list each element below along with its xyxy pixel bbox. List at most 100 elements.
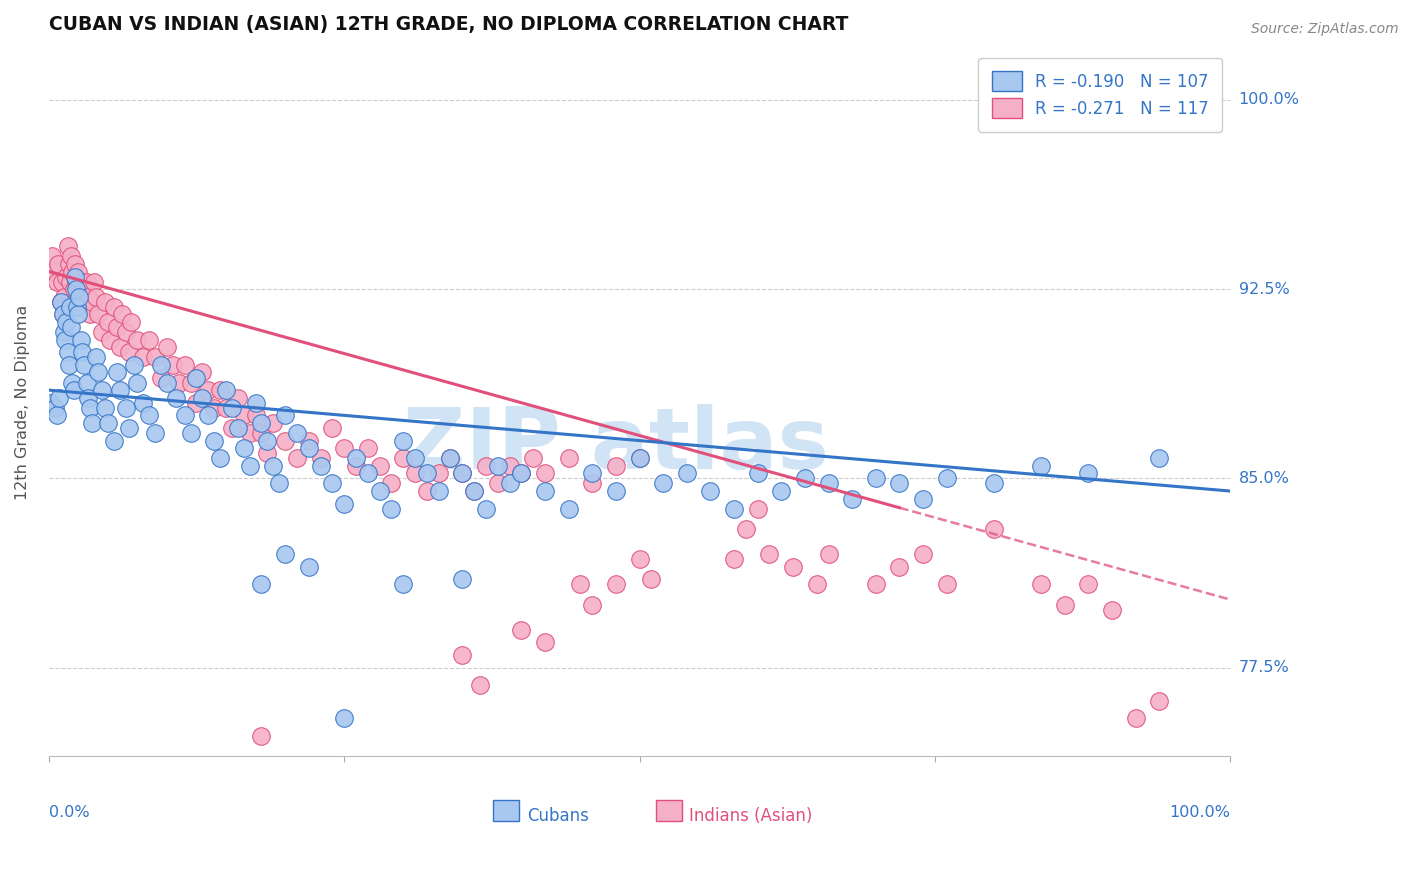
Point: [439, 451, 461, 466]
Point: [380, 501, 402, 516]
Point: [180, 376, 202, 390]
Text: CUBAN VS INDIAN (ASIAN) 12TH GRADE, NO DIPLOMA CORRELATION CHART: CUBAN VS INDIAN (ASIAN) 12TH GRADE, NO D…: [49, 15, 848, 34]
Point: [150, 370, 173, 384]
Point: [202, 434, 225, 448]
Point: [451, 467, 474, 481]
FancyBboxPatch shape: [494, 800, 519, 821]
Point: [889, 476, 911, 491]
Point: [76, 391, 98, 405]
Point: [52, 307, 75, 321]
Point: [56, 345, 79, 359]
Point: [404, 467, 426, 481]
Point: [97, 315, 120, 329]
Point: [114, 401, 136, 415]
Point: [46, 409, 69, 423]
Point: [817, 476, 839, 491]
Point: [498, 476, 520, 491]
Point: [357, 441, 380, 455]
Point: [186, 395, 208, 409]
Point: [793, 471, 815, 485]
Point: [935, 577, 957, 591]
Point: [245, 409, 267, 423]
Point: [510, 467, 533, 481]
Point: [58, 358, 80, 372]
Point: [127, 333, 149, 347]
Point: [202, 401, 225, 415]
Point: [1031, 577, 1053, 591]
Point: [605, 577, 627, 591]
Point: [468, 678, 491, 692]
Point: [262, 416, 284, 430]
Point: [912, 491, 935, 506]
Point: [82, 416, 104, 430]
Point: [357, 467, 380, 481]
Point: [180, 425, 202, 440]
Point: [46, 257, 69, 271]
Point: [723, 501, 745, 516]
Point: [55, 315, 77, 329]
Point: [806, 577, 828, 591]
Point: [156, 340, 179, 354]
Point: [392, 451, 415, 466]
Point: [215, 383, 238, 397]
Text: 85.0%: 85.0%: [1239, 471, 1289, 486]
Point: [56, 239, 79, 253]
Point: [165, 391, 187, 405]
Point: [143, 351, 166, 365]
Point: [76, 290, 98, 304]
Point: [162, 358, 184, 372]
Point: [60, 264, 83, 278]
Point: [581, 467, 603, 481]
Point: [97, 416, 120, 430]
Point: [250, 577, 273, 591]
Point: [747, 501, 769, 516]
Point: [105, 366, 128, 380]
Point: [120, 315, 142, 329]
Point: [69, 300, 91, 314]
Point: [127, 376, 149, 390]
Text: 100.0%: 100.0%: [1170, 805, 1230, 821]
Point: [298, 441, 321, 455]
Point: [344, 458, 367, 473]
Point: [605, 484, 627, 499]
Point: [191, 366, 214, 380]
Point: [699, 484, 721, 499]
Point: [451, 467, 474, 481]
Point: [51, 275, 73, 289]
Point: [1031, 458, 1053, 473]
Point: [309, 458, 332, 473]
Point: [90, 383, 112, 397]
Point: [889, 559, 911, 574]
Point: [321, 421, 343, 435]
Point: [76, 275, 98, 289]
Point: [105, 320, 128, 334]
Point: [69, 282, 91, 296]
Point: [66, 300, 89, 314]
Point: [427, 467, 450, 481]
Point: [111, 307, 134, 321]
Point: [73, 290, 96, 304]
Point: [58, 257, 80, 271]
Point: [912, 547, 935, 561]
Point: [70, 275, 93, 289]
Point: [63, 269, 86, 284]
Point: [245, 395, 267, 409]
Point: [226, 391, 249, 405]
Text: Indians (Asian): Indians (Asian): [689, 807, 813, 825]
Point: [1077, 467, 1099, 481]
Point: [90, 325, 112, 339]
Point: [498, 458, 520, 473]
Text: Source: ZipAtlas.com: Source: ZipAtlas.com: [1251, 22, 1399, 37]
Point: [628, 451, 651, 466]
Point: [298, 434, 321, 448]
Point: [758, 547, 780, 561]
Point: [173, 358, 195, 372]
Point: [734, 522, 756, 536]
Point: [76, 376, 98, 390]
Point: [66, 294, 89, 309]
Point: [865, 471, 887, 485]
Point: [723, 552, 745, 566]
Point: [62, 383, 84, 397]
Point: [451, 648, 474, 662]
Point: [70, 345, 93, 359]
